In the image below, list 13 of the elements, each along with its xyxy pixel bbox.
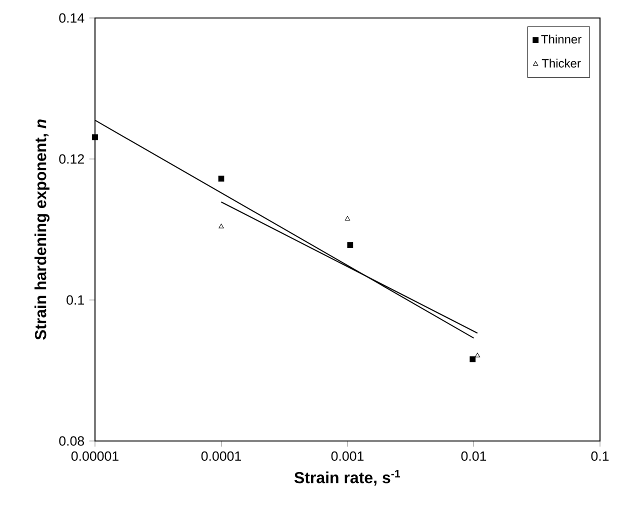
legend-label: Thinner xyxy=(541,34,582,44)
y-tick-label: 0.1 xyxy=(66,295,84,305)
legend-label: Thicker xyxy=(542,58,581,68)
x-tick-label: 0.001 xyxy=(331,451,364,461)
y-axis-title: Strain hardening exponent, n xyxy=(34,119,50,340)
y-tick-label: 0.08 xyxy=(59,436,84,446)
y-tick-label: 0.12 xyxy=(59,154,84,164)
x-tick-label: 0.00001 xyxy=(71,451,118,461)
x-tick-label: 0.01 xyxy=(461,451,486,461)
x-axis-title: Strain rate, s$^{-1}$ xyxy=(294,470,400,486)
x-tick-label: 0.1 xyxy=(591,451,609,461)
x-tick-label: 0.0001 xyxy=(201,451,241,461)
y-tick-label: 0.14 xyxy=(59,13,84,23)
